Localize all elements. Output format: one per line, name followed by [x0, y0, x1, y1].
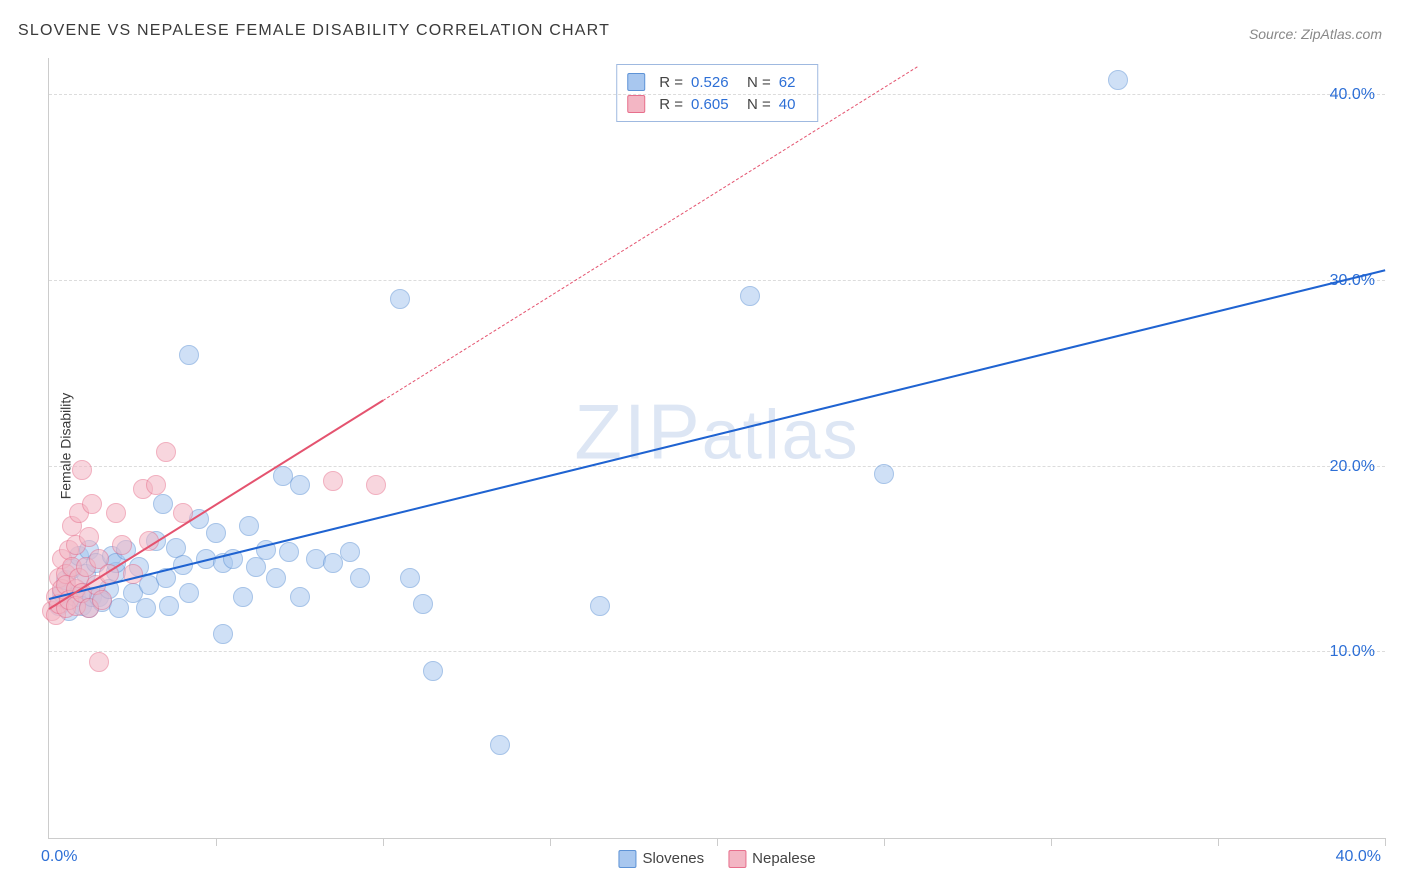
- data-point: [590, 596, 610, 616]
- data-point: [279, 542, 299, 562]
- legend-swatch: [627, 73, 645, 91]
- data-point: [233, 587, 253, 607]
- data-point: [123, 564, 143, 584]
- legend-item: Slovenes: [618, 850, 704, 868]
- stat-n-label: N =: [747, 96, 771, 113]
- legend-label: Nepalese: [752, 850, 815, 867]
- correlation-stats-legend: R = 0.526 N = 62 R = 0.605 N = 40: [616, 64, 818, 122]
- data-point: [366, 475, 386, 495]
- data-point: [153, 494, 173, 514]
- stats-legend-row: R = 0.605 N = 40: [627, 93, 807, 115]
- x-tick: [216, 838, 217, 846]
- stat-r-value: 0.605: [691, 96, 739, 113]
- data-point: [136, 598, 156, 618]
- data-point: [400, 568, 420, 588]
- gridline-h: [49, 466, 1385, 467]
- data-point: [740, 286, 760, 306]
- data-point: [79, 527, 99, 547]
- data-point: [323, 471, 343, 491]
- scatter-plot-area: ZIPatlas R =0.526N =62R =0.605N =40 0.0%…: [48, 58, 1385, 839]
- data-point: [1108, 70, 1128, 90]
- data-point: [423, 661, 443, 681]
- x-tick: [383, 838, 384, 846]
- data-point: [490, 735, 510, 755]
- series-legend: Slovenes Nepalese: [618, 850, 815, 868]
- legend-item: Nepalese: [728, 850, 815, 868]
- data-point: [390, 289, 410, 309]
- chart-title: SLOVENE VS NEPALESE FEMALE DISABILITY CO…: [18, 22, 610, 40]
- data-point: [82, 494, 102, 514]
- x-tick: [1385, 838, 1386, 846]
- y-tick-label: 20.0%: [1330, 458, 1375, 476]
- x-tick: [550, 838, 551, 846]
- stat-n-value: 62: [779, 74, 807, 91]
- x-tick: [1051, 838, 1052, 846]
- data-point: [340, 542, 360, 562]
- data-point: [72, 460, 92, 480]
- data-point: [89, 652, 109, 672]
- y-tick-label: 40.0%: [1330, 86, 1375, 104]
- stat-r-value: 0.526: [691, 74, 739, 91]
- data-point: [206, 523, 226, 543]
- trend-line: [49, 270, 1385, 601]
- stat-n-label: N =: [747, 74, 771, 91]
- data-point: [156, 442, 176, 462]
- gridline-h: [49, 94, 1385, 95]
- stat-r-label: R =: [659, 96, 683, 113]
- data-point: [112, 535, 132, 555]
- data-point: [159, 596, 179, 616]
- legend-swatch: [728, 850, 746, 868]
- legend-swatch: [618, 850, 636, 868]
- x-axis-max-label: 40.0%: [1336, 848, 1381, 866]
- x-axis-min-label: 0.0%: [41, 848, 77, 866]
- data-point: [874, 464, 894, 484]
- x-tick: [884, 838, 885, 846]
- legend-swatch: [627, 95, 645, 113]
- data-point: [146, 475, 166, 495]
- gridline-h: [49, 651, 1385, 652]
- data-point: [413, 594, 433, 614]
- stats-legend-row: R = 0.526 N = 62: [627, 71, 807, 93]
- data-point: [179, 583, 199, 603]
- data-point: [106, 503, 126, 523]
- data-point: [266, 568, 286, 588]
- data-point: [92, 590, 112, 610]
- data-point: [179, 345, 199, 365]
- data-point: [239, 516, 259, 536]
- y-tick-label: 10.0%: [1330, 643, 1375, 661]
- x-tick: [717, 838, 718, 846]
- data-point: [290, 587, 310, 607]
- data-point: [350, 568, 370, 588]
- stat-n-value: 40: [779, 96, 807, 113]
- data-point: [290, 475, 310, 495]
- legend-label: Slovenes: [642, 850, 704, 867]
- x-tick: [1218, 838, 1219, 846]
- stat-r-label: R =: [659, 74, 683, 91]
- source-attribution: Source: ZipAtlas.com: [1249, 26, 1382, 42]
- data-point: [213, 624, 233, 644]
- gridline-h: [49, 280, 1385, 281]
